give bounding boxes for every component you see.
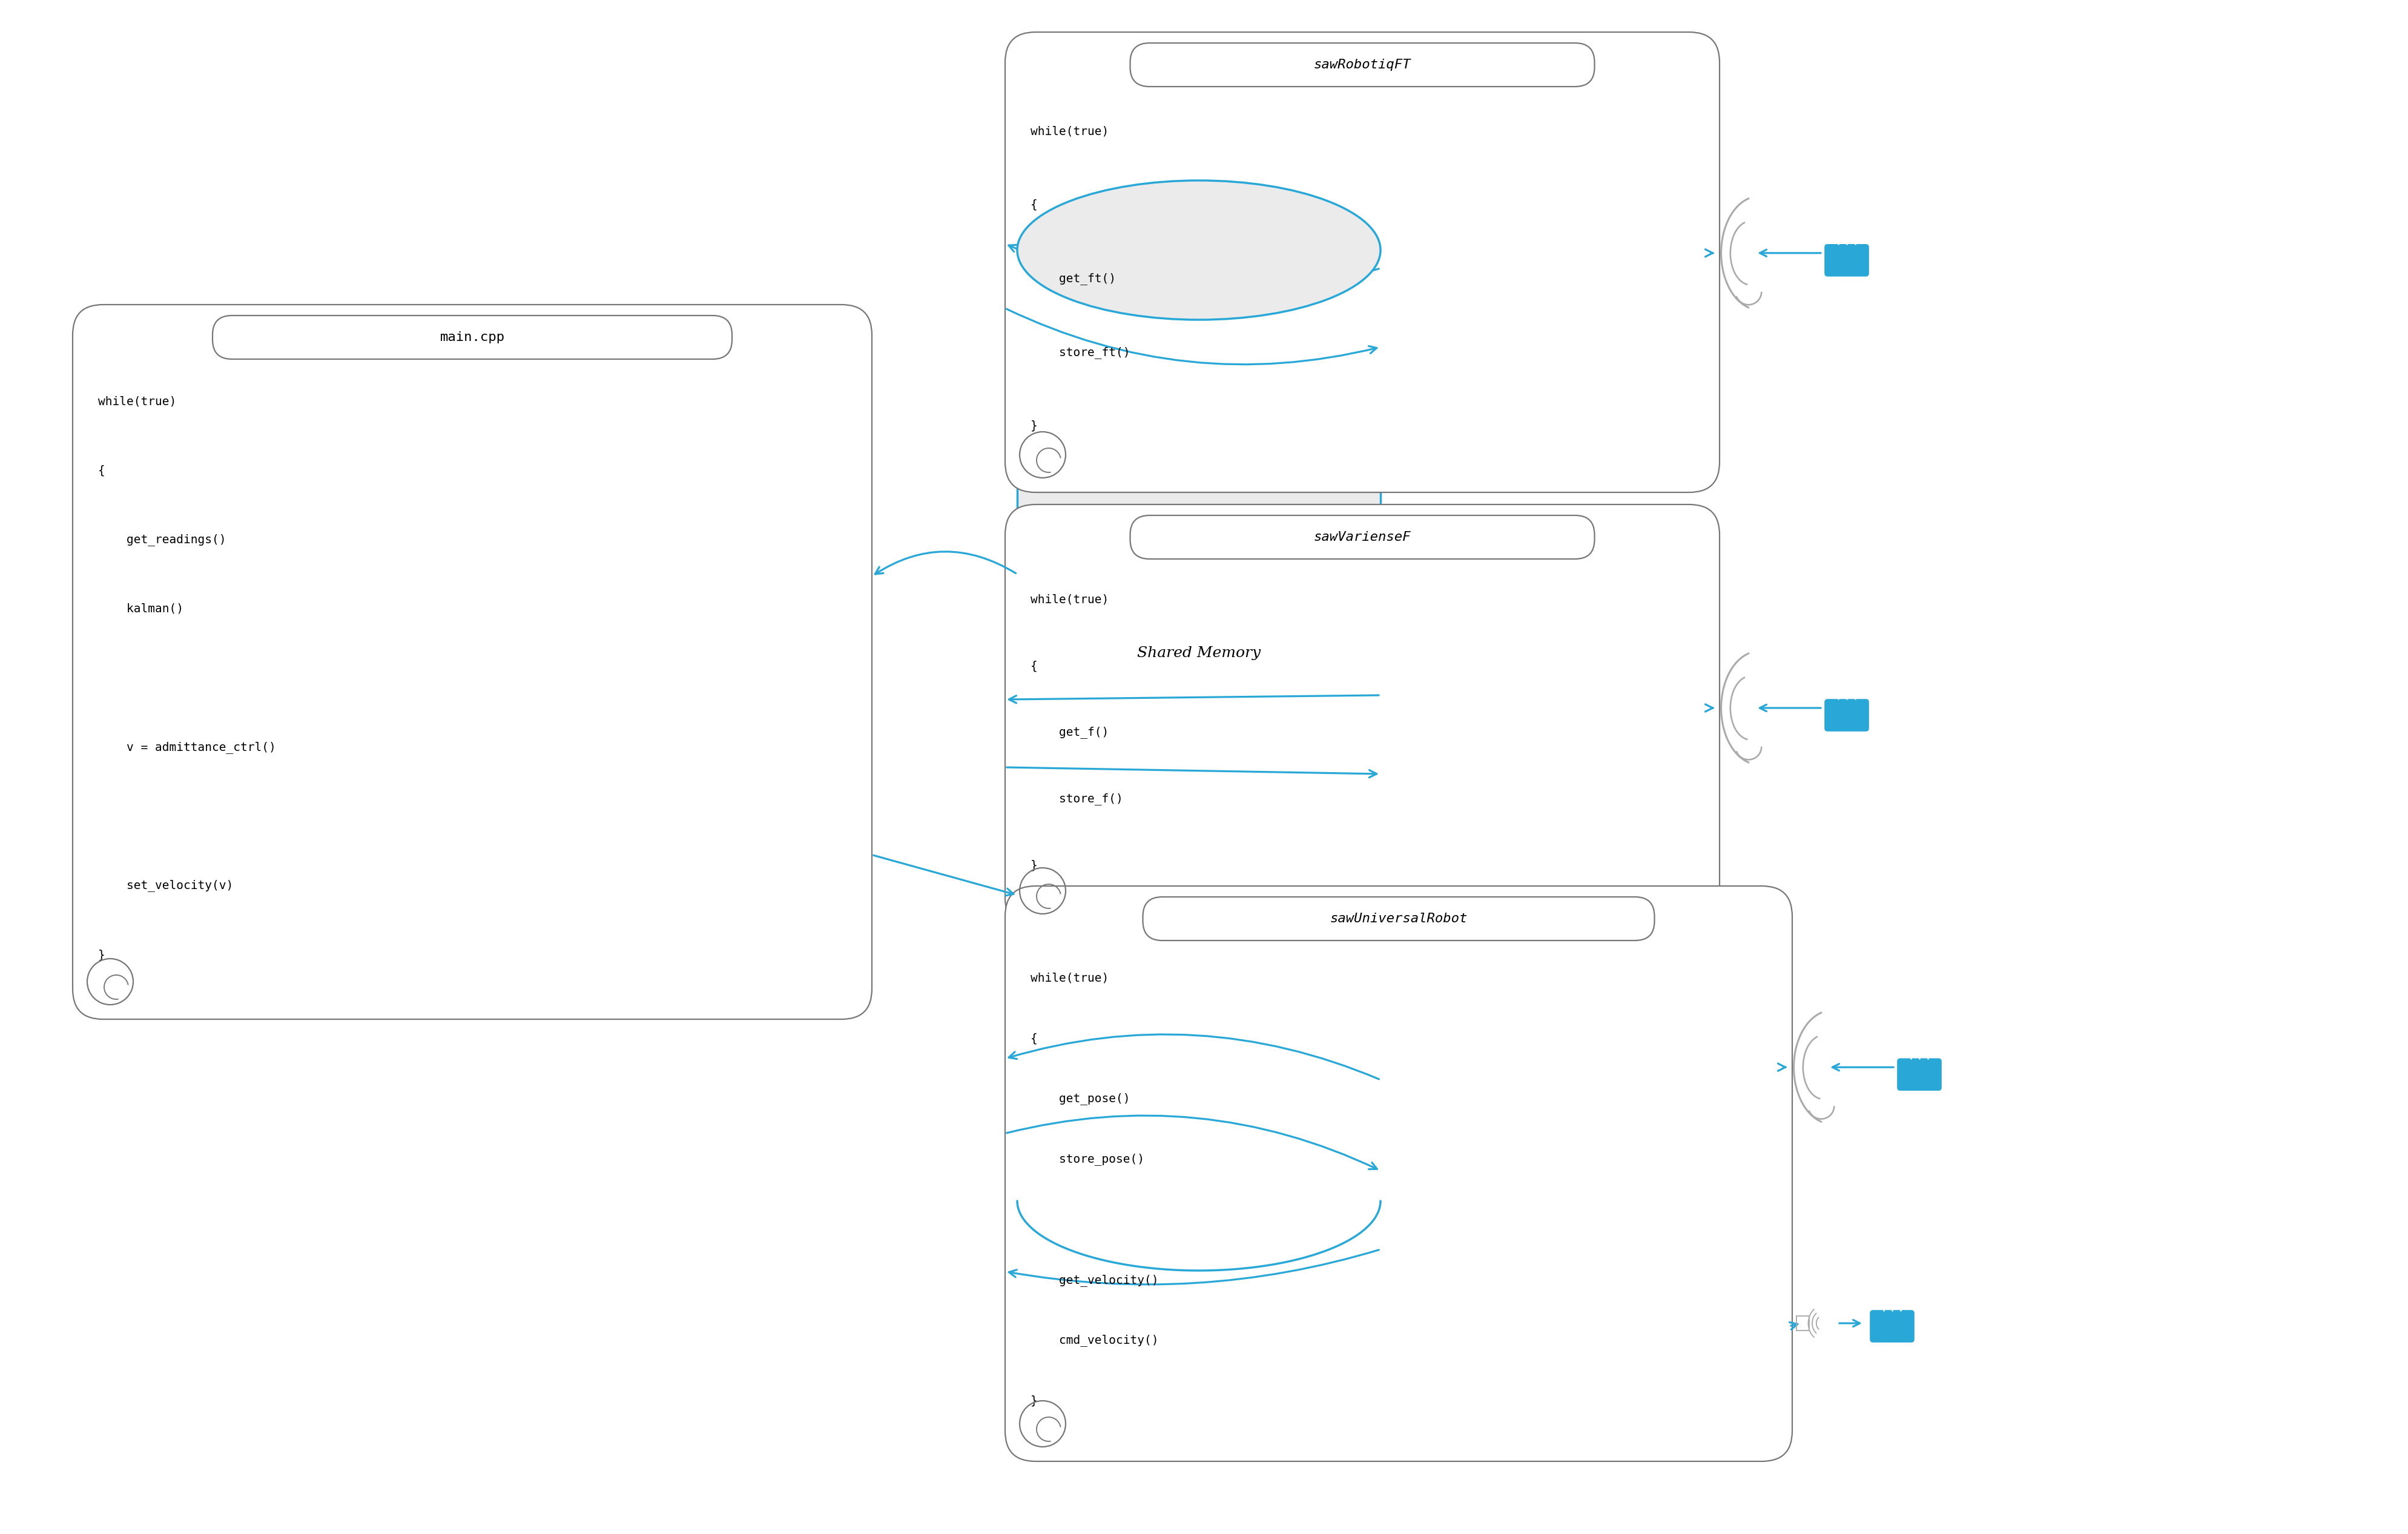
Text: {: { — [1031, 1032, 1038, 1045]
Text: sawVarienseF: sawVarienseF — [1315, 531, 1411, 543]
Text: get_readings(): get_readings() — [99, 534, 226, 546]
Ellipse shape — [1016, 1131, 1380, 1270]
Text: main.cpp: main.cpp — [441, 331, 506, 344]
Text: Shared Memory: Shared Memory — [1137, 646, 1262, 660]
Text: get_velocity(): get_velocity() — [1031, 1273, 1158, 1285]
Text: while(true): while(true) — [1031, 973, 1108, 983]
Text: store_pose(): store_pose() — [1031, 1154, 1144, 1166]
Text: {: { — [99, 465, 106, 477]
Text: while(true): while(true) — [1031, 594, 1108, 606]
Text: }: } — [99, 950, 106, 960]
Text: get_ft(): get_ft() — [1031, 273, 1115, 285]
Text: while(true): while(true) — [99, 396, 176, 407]
FancyBboxPatch shape — [1823, 698, 1869, 732]
Text: while(true): while(true) — [1031, 126, 1108, 137]
Text: v = admittance_ctrl(): v = admittance_ctrl() — [99, 741, 277, 753]
FancyBboxPatch shape — [1898, 1058, 1943, 1091]
Text: get_f(): get_f() — [1031, 727, 1108, 738]
FancyBboxPatch shape — [1823, 244, 1869, 278]
Bar — [1796, 1316, 1808, 1330]
FancyBboxPatch shape — [1004, 505, 1719, 928]
FancyBboxPatch shape — [1144, 897, 1654, 940]
Text: get_pose(): get_pose() — [1031, 1092, 1129, 1104]
Bar — [1016, 250, 1380, 1201]
FancyBboxPatch shape — [72, 305, 872, 1019]
Text: sawRobotiqFT: sawRobotiqFT — [1315, 58, 1411, 71]
FancyBboxPatch shape — [1129, 43, 1594, 86]
Ellipse shape — [1016, 181, 1380, 319]
FancyBboxPatch shape — [1004, 887, 1792, 1462]
Text: {: { — [1031, 660, 1038, 672]
Text: set_velocity(v): set_velocity(v) — [99, 879, 234, 891]
Text: sawUniversalRobot: sawUniversalRobot — [1329, 913, 1466, 925]
Text: }: } — [1031, 420, 1038, 431]
FancyBboxPatch shape — [1004, 32, 1719, 492]
FancyBboxPatch shape — [1129, 515, 1594, 558]
Text: store_ft(): store_ft() — [1031, 347, 1129, 359]
Text: kalman(): kalman() — [99, 603, 183, 615]
Text: store_f(): store_f() — [1031, 793, 1122, 805]
Text: }: } — [1031, 859, 1038, 871]
Text: {: { — [1031, 199, 1038, 210]
FancyBboxPatch shape — [212, 316, 732, 359]
Text: cmd_velocity(): cmd_velocity() — [1031, 1335, 1158, 1347]
FancyBboxPatch shape — [1869, 1310, 1914, 1342]
Text: }: } — [1031, 1394, 1038, 1407]
